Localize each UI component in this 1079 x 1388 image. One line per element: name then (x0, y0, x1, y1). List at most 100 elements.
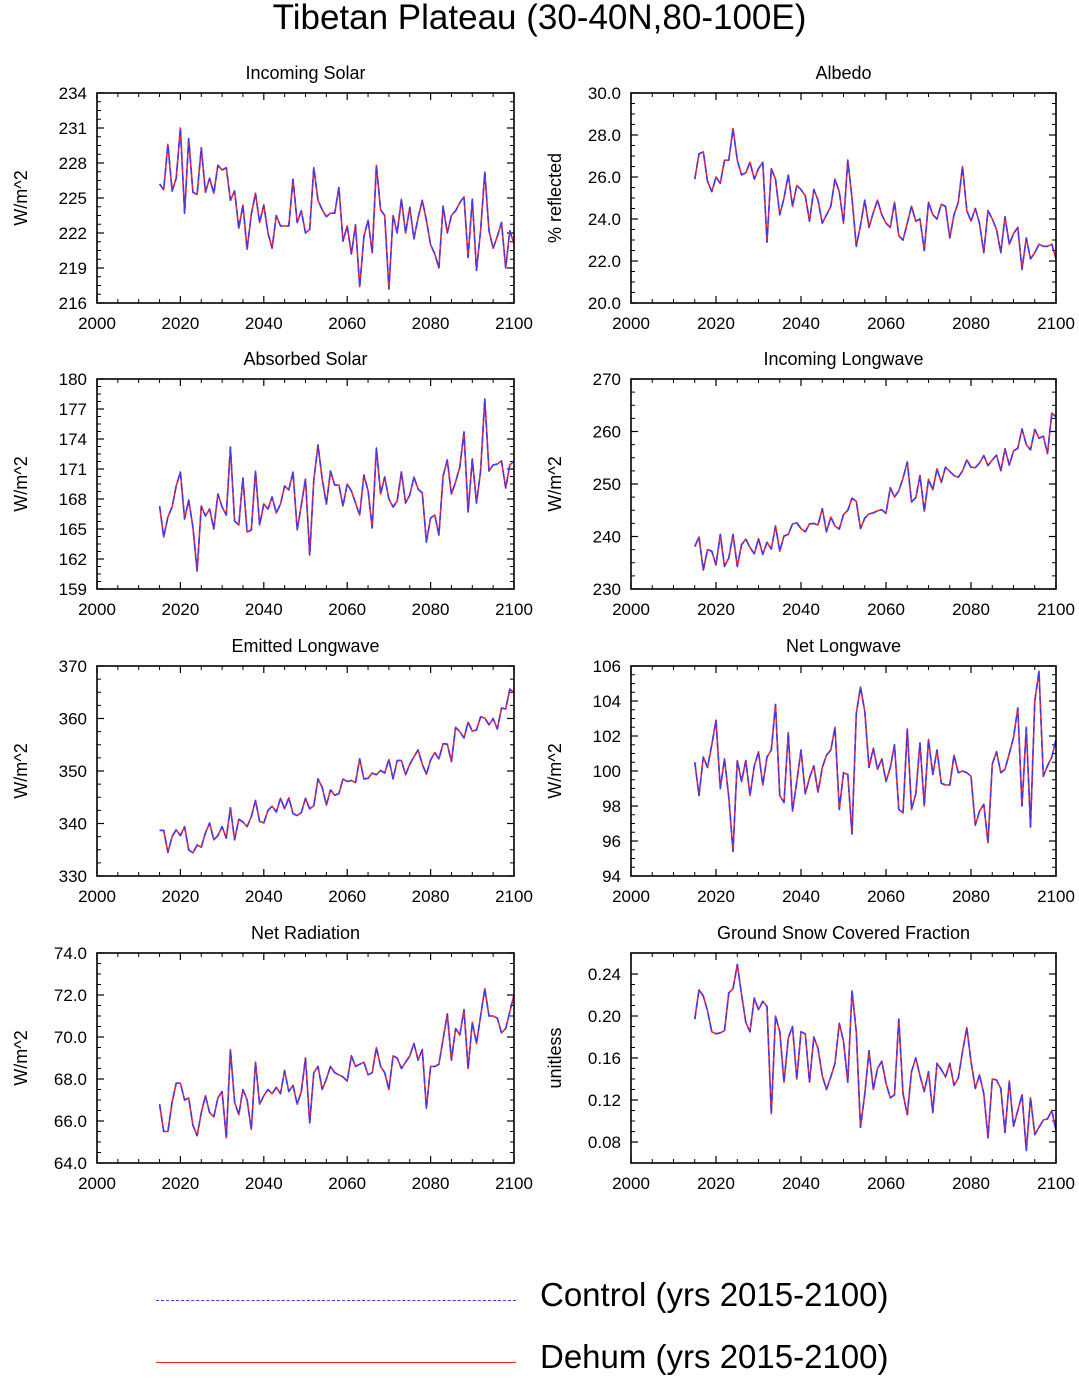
chart-title: Absorbed Solar (243, 349, 367, 369)
y-tick-label: 106 (593, 657, 621, 676)
series-line-dehum (158, 987, 515, 1139)
y-axis-label: unitless (545, 1027, 565, 1088)
x-tick-label: 2060 (328, 1174, 366, 1193)
chart-panel-7: Net Radiation W/m^2 2000 2020 2040 2060 2080 21… (11, 923, 533, 1193)
y-axis-label: W/m^2 (11, 743, 31, 798)
y-tick-label: 102 (593, 727, 621, 746)
x-tick-label: 2020 (161, 1174, 199, 1193)
plot-frame (96, 92, 515, 304)
x-tick-label: 2020 (697, 1174, 735, 1193)
x-tick-label: 2080 (412, 600, 450, 619)
y-tick-label: 171 (59, 460, 87, 479)
x-tick-label: 2000 (78, 1174, 116, 1193)
y-axis-label: W/m^2 (11, 1030, 31, 1085)
series-line-dehum (159, 688, 515, 854)
chart-title: Net Longwave (786, 636, 901, 656)
y-axis-label: % reflected (545, 153, 565, 243)
y-tick-label: 219 (59, 259, 87, 278)
x-tick-label: 2080 (412, 314, 450, 333)
chart-title: Incoming Solar (245, 63, 365, 83)
x-tick-label: 2060 (328, 887, 366, 906)
plot-frame (96, 952, 515, 1164)
x-tick-label: 2080 (952, 314, 990, 333)
legend-entry-dehum: Dehum (yrs 2015-2100) (150, 1338, 1050, 1388)
y-tick-label: 350 (59, 762, 87, 781)
y-tick-label: 74.0 (54, 944, 87, 963)
y-axis-label: W/m^2 (11, 170, 31, 225)
plot-frame (630, 378, 1057, 590)
x-tick-label: 2060 (328, 600, 366, 619)
y-tick-label: 231 (59, 119, 87, 138)
series-line-control (159, 688, 515, 854)
x-tick-label: 2100 (1037, 314, 1075, 333)
y-tick-label: 228 (59, 154, 87, 173)
y-tick-label: 66.0 (54, 1112, 87, 1131)
x-tick-label: 2060 (867, 600, 905, 619)
x-tick-label: 2020 (161, 600, 199, 619)
y-tick-label: 100 (593, 762, 621, 781)
x-tick-label: 2020 (161, 887, 199, 906)
legend-label-dehum: Dehum (yrs 2015-2100) (540, 1338, 889, 1375)
series-line-control (694, 412, 1057, 571)
x-tick-label: 2100 (1037, 887, 1075, 906)
y-tick-label: 24.0 (588, 210, 621, 229)
y-tick-label: 70.0 (54, 1028, 87, 1047)
x-tick-label: 2040 (782, 887, 820, 906)
chart-grid: Incoming Solar W/m^2 2000 2020 2040 2060 2080 2… (11, 63, 1075, 1193)
x-tick-label: 2000 (612, 600, 650, 619)
x-tick-label: 2080 (952, 887, 990, 906)
x-tick-label: 2100 (495, 1174, 533, 1193)
x-tick-label: 2040 (245, 887, 283, 906)
x-tick-label: 2020 (697, 314, 735, 333)
y-tick-label: 370 (59, 657, 87, 676)
figure-title: Tibetan Plateau (30-40N,80-100E) (272, 0, 807, 37)
chart-panel-5: Emitted Longwave W/m^2 2000 2020 2040 2060 208… (11, 636, 533, 906)
y-tick-label: 96 (602, 832, 621, 851)
x-tick-label: 2000 (612, 314, 650, 333)
chart-panel-8: Ground Snow Covered Fraction unitless 2000… (545, 923, 1075, 1193)
chart-title: Incoming Longwave (763, 349, 923, 369)
y-tick-label: 340 (59, 815, 87, 834)
chart-panel-2: Albedo % reflected 2000 2020 2040 2060 2080 210… (545, 63, 1075, 333)
x-tick-label: 2000 (78, 887, 116, 906)
plot-frame (96, 665, 515, 877)
y-tick-label: 260 (593, 423, 621, 442)
y-tick-label: 94 (602, 867, 621, 886)
y-tick-label: 30.0 (588, 84, 621, 103)
x-tick-label: 2080 (952, 1174, 990, 1193)
y-tick-label: 162 (59, 550, 87, 569)
y-tick-label: 64.0 (54, 1154, 87, 1173)
chart-panel-3: Absorbed Solar W/m^2 2000 2020 2040 2060 2080 2… (11, 349, 533, 619)
y-tick-label: 177 (59, 400, 87, 419)
y-tick-label: 270 (593, 370, 621, 389)
y-tick-label: 330 (59, 867, 87, 886)
y-tick-label: 230 (593, 580, 621, 599)
y-axis-label: W/m^2 (545, 456, 565, 511)
series-line-control (694, 127, 1057, 271)
series-line-control (158, 127, 515, 290)
x-tick-label: 2100 (495, 887, 533, 906)
y-tick-label: 250 (593, 475, 621, 494)
series-line-control (694, 963, 1057, 1152)
y-tick-label: 234 (59, 84, 87, 103)
series-line-control (158, 398, 515, 572)
y-tick-label: 104 (593, 692, 621, 711)
chart-title: Net Radiation (251, 923, 360, 943)
series-line-dehum (694, 412, 1057, 571)
chart-title: Emitted Longwave (231, 636, 379, 656)
x-tick-label: 2000 (612, 887, 650, 906)
x-tick-label: 2080 (412, 887, 450, 906)
y-tick-label: 225 (59, 189, 87, 208)
x-tick-label: 2060 (867, 314, 905, 333)
y-tick-label: 159 (59, 580, 87, 599)
plot-frame (630, 92, 1057, 304)
x-tick-label: 2040 (245, 314, 283, 333)
chart-title: Albedo (815, 63, 871, 83)
x-tick-label: 2080 (952, 600, 990, 619)
y-tick-label: 0.12 (588, 1091, 621, 1110)
x-tick-label: 2060 (328, 314, 366, 333)
y-tick-label: 98 (602, 797, 621, 816)
x-tick-label: 2100 (495, 314, 533, 333)
x-tick-label: 2060 (867, 887, 905, 906)
chart-title: Ground Snow Covered Fraction (717, 923, 970, 943)
